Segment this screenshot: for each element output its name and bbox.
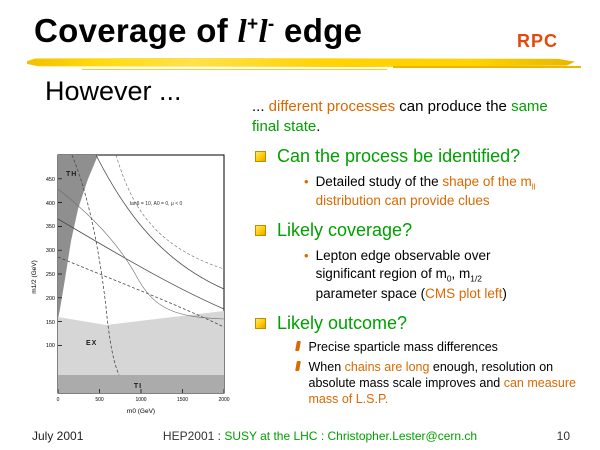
emphasis-orange: different processes [268,98,396,115]
x-tick-label: 500 [95,397,104,403]
footer: July 2001 HEP2001 : SUSY at the LHC : Ch… [32,429,570,443]
text-run: can produce the [395,98,512,115]
emphasis-orange: can measure mass of L.S.P. [308,375,577,407]
x-axis-label: m0 (GeV) [127,408,155,415]
bullet-identify: Can the process be identified? [252,146,598,168]
dash-bullet-icon [295,341,301,352]
y-tick-label: 100 [46,343,55,349]
subscript-0: 0 [446,273,452,284]
sub-sub-text: Precise sparticle mass differences [308,340,498,355]
text-run: ) [502,285,507,301]
axis-tick-marks [57,178,225,393]
text-run: HEP2001 [162,429,215,443]
subscript-half: 1/2 [470,273,482,284]
emphasis-green: same final state [252,98,548,135]
brushstroke-streak [392,66,581,68]
y-tick-label: 350 [46,224,55,230]
bullet-coverage: Likely coverage? [252,220,598,242]
contour-line [57,218,225,310]
text-run: ... [252,98,269,115]
title-pre: Coverage of [34,12,238,49]
contour-line [57,188,225,320]
x-tick-label: 1500 [177,397,188,403]
text-run: enough, resolution on absolute mass scal… [308,359,554,390]
square-bullet-icon [255,225,266,237]
text-run: : [214,429,225,443]
content-column: ... different processes can produce the … [252,97,598,407]
contour-line [71,154,120,376]
x-tick-label: 1000 [135,397,146,403]
plus-superscript: + [246,14,259,35]
footer-center: HEP2001 : SUSY at the LHC : Christopher.… [83,429,556,443]
title-post: edge [274,12,363,49]
region-th-label: TH [66,171,77,178]
y-axis-label: m1/2 (GeV) [31,260,38,294]
emphasis-green: SUSY at the LHC [224,429,318,443]
x-tick-label: 0 [57,397,60,403]
bullet-outcome: Likely outcome? [252,313,598,335]
sub-bullet-shape-study: Detailed study of the shape of the mll d… [304,173,598,211]
sub-bullet-text: Lepton edge observable over significant … [316,247,534,303]
text-run: When [308,359,345,374]
y-tick-label: 200 [46,296,55,302]
subscript-ll: ll [531,181,536,192]
emphasis-orange: CMS plot left [425,285,503,301]
text-run: parameter space ( [315,285,426,301]
y-tick-label: 300 [46,248,55,254]
rpc-badge: RPC [516,31,558,51]
footer-date: July 2001 [32,429,84,443]
intro-text: ... different processes can produce the … [252,97,552,136]
sub-sub-text: When chains are long enough, resolution … [309,359,584,408]
divider-brushstroke [27,58,581,70]
page-number: 10 [556,429,570,443]
y-tick-label: 150 [46,320,55,326]
emphasis-orange: distribution can provide clues [315,193,490,209]
cms-reach-plot: TH EX TI tanβ = 10, A0 = 0, μ < 0 450 40… [31,154,230,415]
bullet-label: Can the process be identified? [277,146,521,166]
bullet-label: Likely outcome? [277,312,408,333]
brushstroke-body [27,58,575,67]
plot-annotation: tanβ = 10, A0 = 0, μ < 0 [130,201,183,207]
emphasis-orange: shape of the m [442,173,532,189]
bullet-label: Likely coverage? [277,220,413,241]
square-bullet-icon [255,151,266,162]
contour-line [57,256,225,328]
dot-bullet-icon [304,173,309,191]
slide-title: Coverage of l+l- edge [34,12,362,51]
y-tick-label: 250 [46,272,55,278]
region-ex [58,311,224,375]
sub-bullet-text: Detailed study of the shape of the mll d… [316,173,544,211]
contour-line [95,154,225,290]
text-run: , m [451,265,471,281]
x-tick-label: 2000 [218,397,229,403]
lepton-symbol: l [258,14,268,50]
brushstroke-streak [82,69,388,70]
square-bullet-icon [255,317,266,329]
sub-sub-bullet-precise: Precise sparticle mass differences [295,339,598,355]
region-ti [58,375,224,393]
region-th [58,155,98,319]
contour-line [115,154,225,270]
dot-bullet-icon [304,247,309,265]
footer-email: Christopher.Lester@cern.ch [327,429,478,443]
region-ex-label: EX [86,340,97,347]
emphasis-orange: chains are long [344,359,430,374]
region-ti-label: TI [134,383,142,390]
section-heading: However ... [45,76,182,106]
text-run: Detailed study of the [315,173,443,189]
sub-bullet-lepton-edge: Lepton edge observable over significant … [304,247,598,303]
sub-sub-bullet-chains: When chains are long enough, resolution … [295,359,598,408]
minus-superscript: - [267,14,275,35]
y-tick-label: 400 [46,201,55,207]
text-run: Lepton edge observable over significant … [315,247,491,281]
text-run: . [316,117,321,135]
lepton-symbol: l [237,14,247,50]
y-tick-label: 450 [46,177,55,183]
text-run: : [317,429,328,443]
dash-bullet-icon [295,360,301,371]
